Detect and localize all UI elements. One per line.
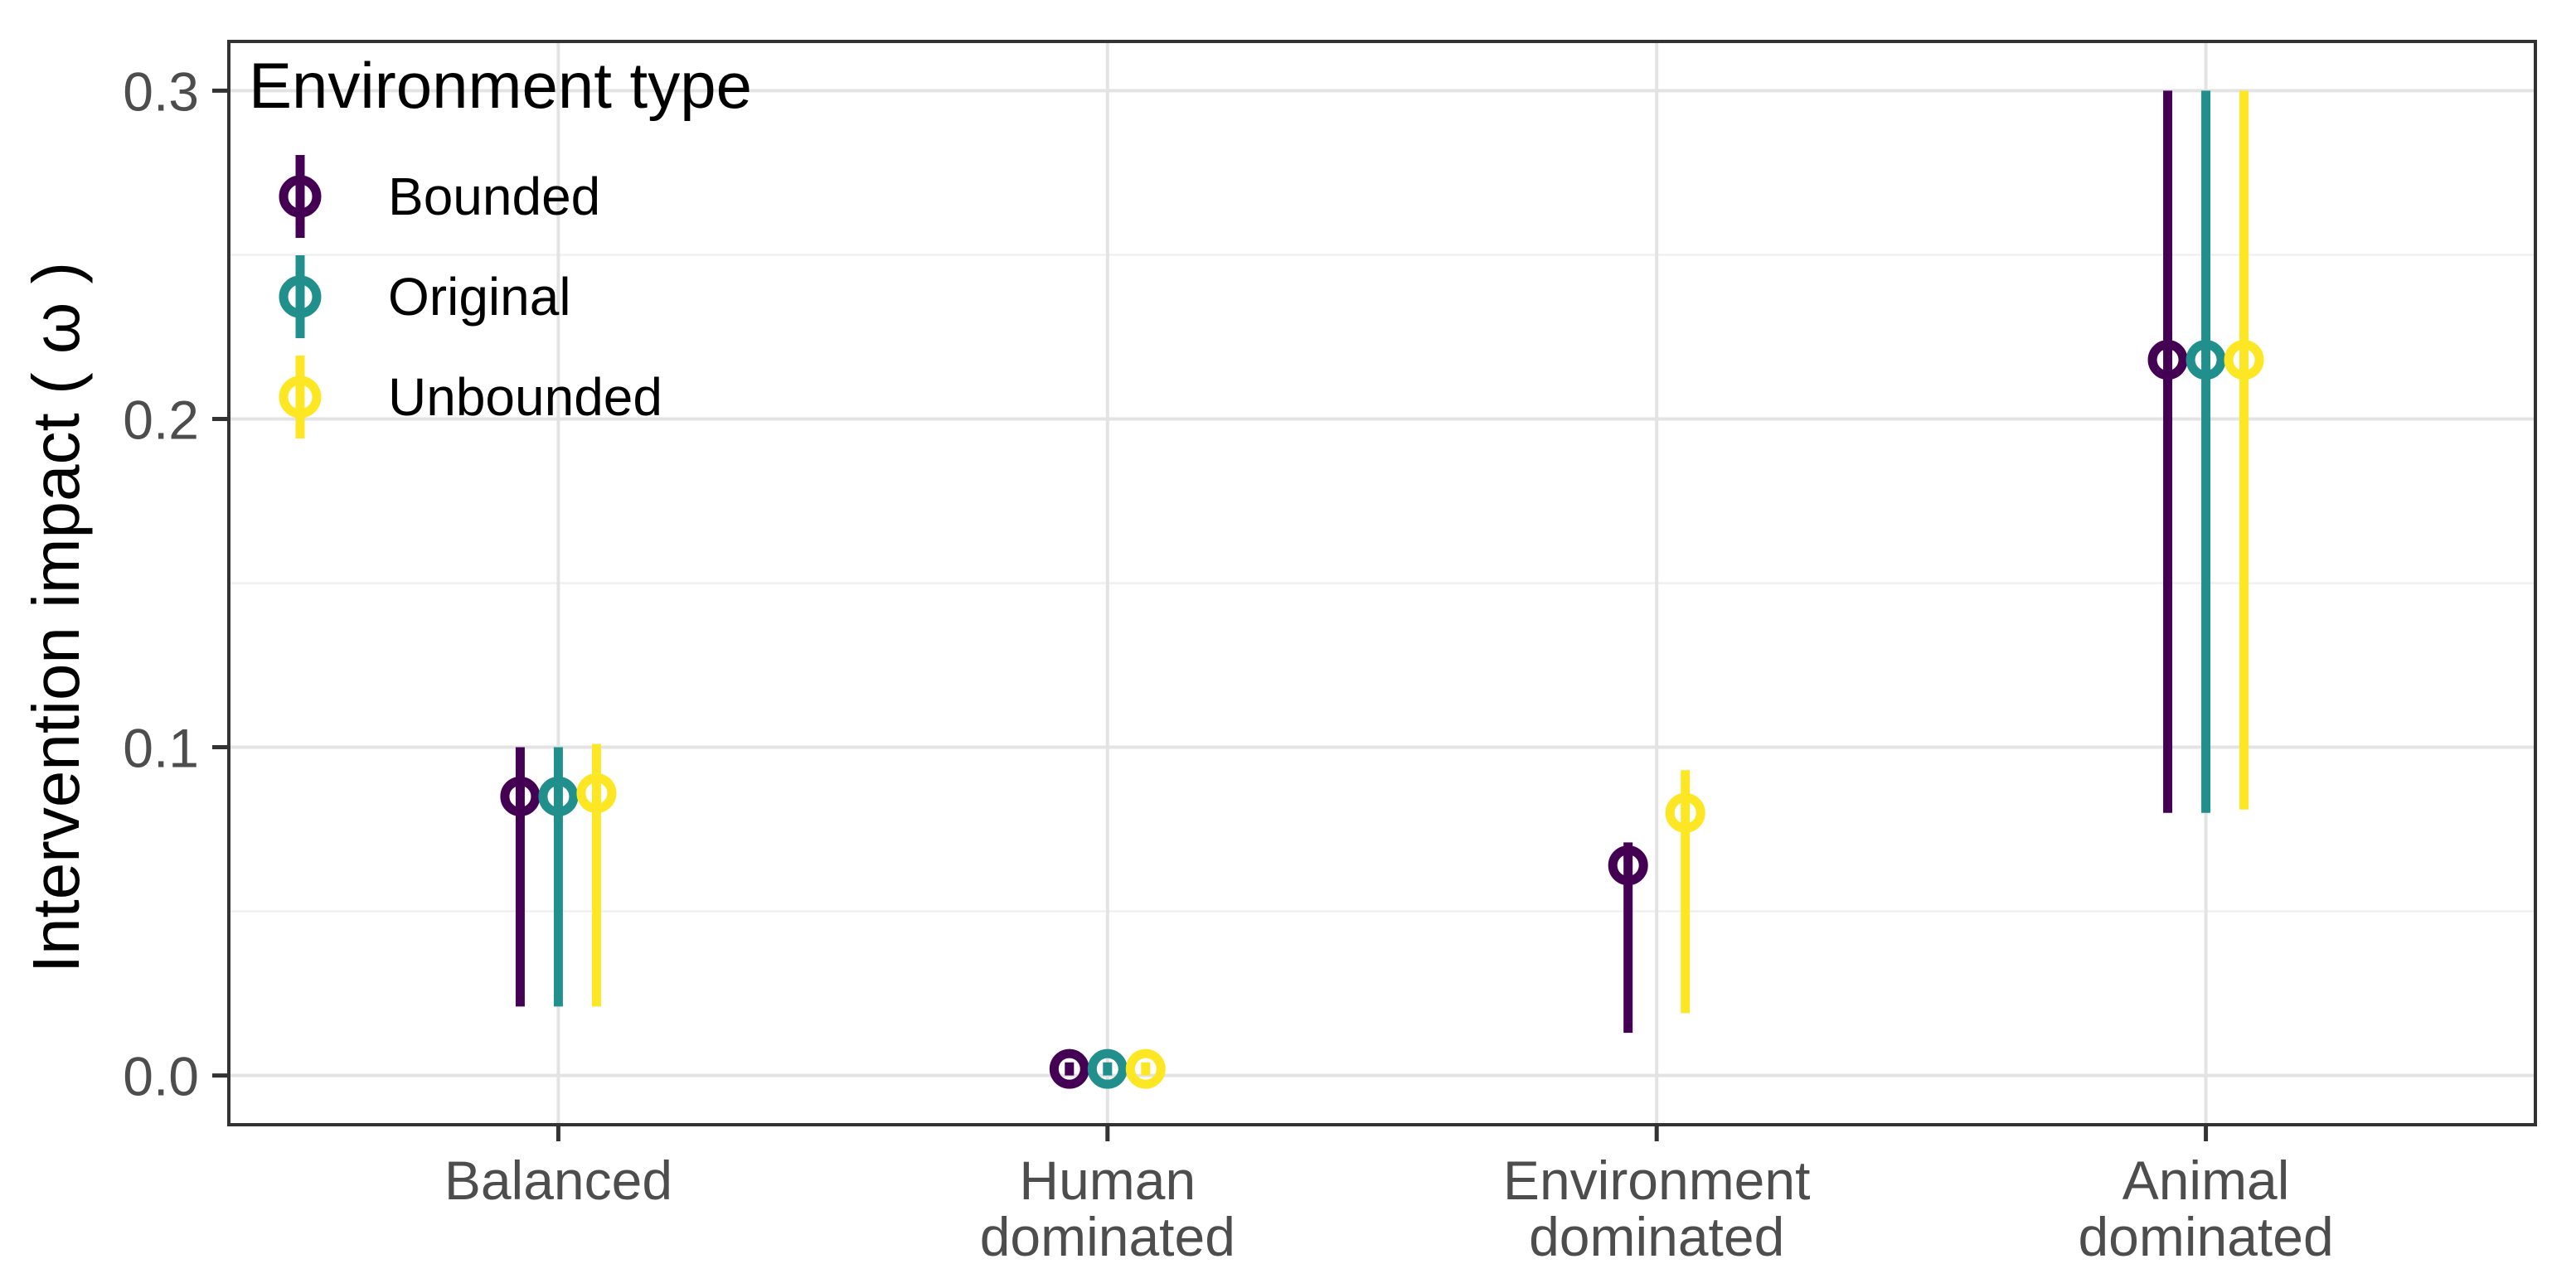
pointrange-human-dominated-unbounded [1125,1048,1166,1089]
x-tick-label-animal-dominated: Animal [2122,1150,2290,1211]
point-animal-dominated-bounded [2147,340,2188,380]
legend-entry-original: Original [279,255,571,338]
x-tick-label-animal-dominated: dominated [2078,1206,2333,1267]
point-balanced-original [538,776,579,816]
pointrange-environment-dominated-unbounded [1665,770,1705,1014]
x-tick-label-environment-dominated: dominated [1529,1206,1784,1267]
legend-key-circle-unbounded [279,375,322,419]
x-tick-label-balanced: Balanced [444,1150,672,1211]
x-tick-label-environment-dominated: Environment [1503,1150,1811,1211]
point-human-dominated-unbounded [1125,1048,1166,1089]
pointrange-human-dominated-original [1087,1048,1128,1089]
point-human-dominated-bounded [1049,1048,1089,1089]
pointrange-animal-dominated-unbounded [2224,90,2264,810]
point-balanced-unbounded [576,772,617,813]
legend: Environment type Bounded Original Unbounded [249,49,752,438]
legend-entry-unbounded: Unbounded [279,356,662,438]
legend-entry-bounded: Bounded [279,155,600,238]
legend-label-bounded: Bounded [388,167,600,226]
legend-label-original: Original [388,267,571,327]
pointrange-balanced-original [538,747,579,1007]
pointrange-environment-dominated-bounded [1608,842,1648,1034]
point-environment-dominated-bounded [1608,845,1648,886]
y-axis-title: Intervention impact ( ω ) [19,262,93,973]
pointrange-balanced-unbounded [576,743,617,1007]
x-tick-label-human-dominated: dominated [980,1206,1235,1267]
point-human-dominated-original [1087,1048,1128,1089]
legend-key-circle-bounded [279,175,322,218]
y-tick-label: 0.1 [123,718,199,779]
point-animal-dominated-unbounded [2224,340,2264,380]
point-balanced-bounded [500,776,541,816]
pointranges [500,90,2264,1089]
point-animal-dominated-original [2185,340,2226,380]
pointrange-balanced-bounded [500,747,541,1007]
pointrange-animal-dominated-bounded [2147,90,2188,813]
legend-label-unbounded: Unbounded [388,367,662,427]
legend-title: Environment type [249,49,752,122]
y-tick-label: 0.2 [123,389,199,450]
legend-key-circle-original [279,275,322,318]
y-tick-label: 0.0 [123,1046,199,1107]
panel-border [227,40,2537,1126]
pointrange-human-dominated-bounded [1049,1048,1089,1089]
pointrange-animal-dominated-original [2185,90,2226,813]
y-tick-label: 0.3 [123,61,199,122]
x-tick-label-human-dominated: Human [1019,1150,1196,1211]
point-environment-dominated-unbounded [1665,792,1705,833]
